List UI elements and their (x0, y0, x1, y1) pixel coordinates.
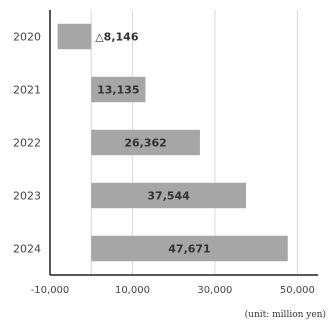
x-tick-label: -10,000 (31, 285, 70, 296)
data-label-2023: 37,544 (147, 190, 190, 203)
data-label-2021: 13,135 (97, 84, 139, 97)
category-label-2022: 2022 (13, 137, 41, 150)
x-tick-label: 10,000 (115, 285, 150, 296)
bar-2023 (91, 182, 247, 209)
bar-2022 (91, 129, 200, 156)
x-tick-label: 50,000 (280, 285, 315, 296)
labels-group: 2020 △8,146 2021 13,135 2022 26,362 2023 37,544… (13, 31, 315, 297)
category-label-2020: 2020 (13, 31, 41, 44)
category-label-2024: 2024 (13, 243, 41, 256)
data-label-2022: 26,362 (124, 137, 166, 150)
category-label-2023: 2023 (13, 190, 41, 203)
bars-group (57, 23, 288, 262)
unit-note: (unit: million yen) (244, 310, 326, 320)
data-label-2024: 47,671 (168, 243, 210, 256)
bar-2024 (91, 235, 288, 262)
category-label-2021: 2021 (13, 84, 41, 97)
axes-group (49, 10, 318, 276)
bar-2020 (57, 23, 92, 50)
x-tick-label: 30,000 (197, 285, 232, 296)
bar-2021 (91, 76, 146, 103)
data-label-2020: △8,146 (95, 31, 139, 44)
